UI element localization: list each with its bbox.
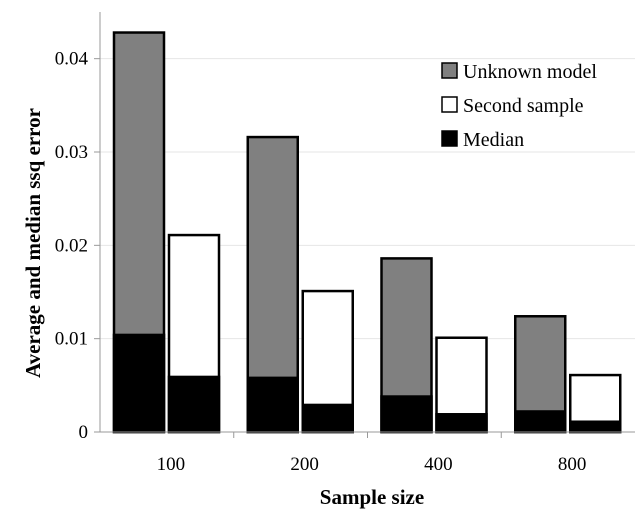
- y-tick-label: 0.02: [55, 235, 88, 256]
- x-tick-label: 200: [290, 454, 319, 475]
- y-tick-label: 0: [79, 422, 89, 443]
- bar-median-unknown-model: [112, 333, 166, 434]
- legend-label-unknown-model: Unknown model: [463, 61, 597, 83]
- x-axis-title: Sample size: [320, 485, 424, 509]
- y-tick-label: 0.03: [55, 142, 88, 163]
- bars-layer: [112, 31, 622, 434]
- bar-median-second-sample: [569, 420, 622, 434]
- legend-label-median: Median: [463, 129, 524, 151]
- x-tick-label: 100: [157, 454, 186, 475]
- legend-swatch-unknown-model: [441, 62, 458, 79]
- y-axis-title: Average and median ssq error: [21, 108, 45, 378]
- y-tick-label: 0.01: [55, 329, 88, 350]
- legend-label-second-sample: Second sample: [463, 95, 584, 117]
- x-tick-label: 800: [558, 454, 587, 475]
- bar-median-unknown-model: [246, 376, 299, 434]
- bar-median-second-sample: [301, 403, 354, 434]
- bar-median-second-sample: [167, 375, 221, 434]
- legend: Unknown model Second sample Median: [441, 61, 597, 151]
- legend-swatch-median: [441, 130, 458, 147]
- legend-swatch-second-sample: [441, 96, 458, 113]
- bar-median-unknown-model: [380, 395, 433, 434]
- bar-median-second-sample: [435, 413, 488, 434]
- y-tick-label: 0.04: [55, 49, 89, 70]
- ticks-layer: 0 0.01 0.02 0.03 0.04 100 200 400 800: [55, 49, 587, 475]
- bar-median-unknown-model: [514, 410, 567, 434]
- axes-layer: [94, 12, 635, 438]
- x-tick-label: 400: [424, 454, 453, 475]
